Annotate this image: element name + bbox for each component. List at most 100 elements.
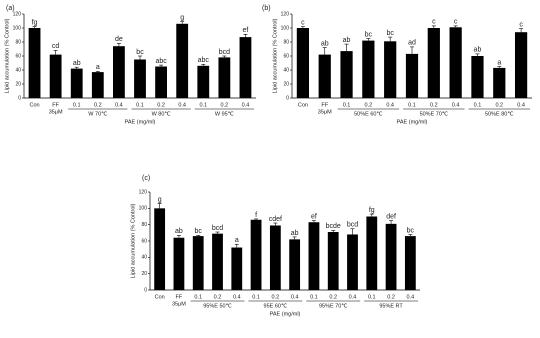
y-tick-label: 20: [141, 271, 147, 277]
x-tick-label: 0.1: [199, 102, 207, 108]
group-label: 95%E RT: [379, 303, 403, 309]
bar: [218, 57, 231, 98]
bar: [384, 41, 397, 98]
x-tick-label: 0.2: [387, 294, 395, 300]
bar: [514, 32, 528, 99]
value-label: c: [454, 19, 458, 26]
y-tick-label: 120: [139, 189, 148, 195]
y-axis-label: Lipid accumulation (% Control): [130, 203, 136, 278]
value-label: c: [519, 22, 523, 29]
x-tick-label: 35μM: [172, 301, 186, 307]
bar: [134, 59, 146, 98]
x-tick-label: 0.2: [365, 102, 373, 108]
value-label: cdef: [269, 216, 282, 223]
x-axis-label: PAE (mg/ml): [397, 119, 428, 125]
group-label: W 70℃: [88, 111, 108, 117]
value-label: c: [301, 19, 305, 26]
value-label: bcd: [347, 222, 358, 229]
group-label: W 80℃: [152, 111, 172, 117]
group-label: 95E 60℃: [264, 303, 288, 309]
value-label: de: [115, 36, 123, 43]
value-label: ef: [243, 27, 249, 34]
x-tick-label: 0.2: [495, 102, 503, 108]
x-tick-label: 0.1: [343, 102, 351, 108]
bar: [70, 68, 83, 98]
bar: [493, 67, 506, 98]
x-tick-label: 0.2: [430, 102, 438, 108]
x-tick-label: FF: [52, 102, 59, 108]
bar: [404, 236, 416, 290]
group-label: W 95℃: [215, 111, 235, 117]
value-label: bcd: [219, 49, 230, 56]
y-tick-label: 80: [141, 222, 147, 228]
y-tick-label: 40: [141, 255, 147, 261]
value-label: a: [96, 64, 100, 71]
value-label: bc: [386, 30, 394, 37]
bar: [250, 219, 262, 290]
x-tick-label: 35μM: [318, 109, 332, 115]
bar: [113, 46, 125, 98]
x-tick-label: 0.2: [94, 102, 102, 108]
y-tick-label: 60: [283, 53, 289, 59]
x-tick-label: 0.4: [407, 294, 415, 300]
x-tick-label: 0.4: [291, 294, 299, 300]
x-tick-label: FF: [176, 294, 183, 300]
y-tick-label: 0: [286, 95, 289, 101]
x-tick-label: 0.4: [115, 102, 123, 108]
y-axis-label: Lipid accumulation (% Control): [4, 18, 10, 93]
x-tick-label: 0.2: [221, 102, 229, 108]
x-tick-label: 0.1: [73, 102, 81, 108]
x-tick-label: 0.4: [233, 294, 241, 300]
y-tick-label: 0: [144, 287, 147, 293]
value-label: abc: [155, 58, 167, 65]
bar: [192, 236, 204, 290]
bar: [318, 54, 331, 98]
value-label: bc: [195, 228, 203, 235]
bar: [212, 233, 223, 290]
x-tick-label: 0.4: [386, 102, 394, 108]
value-label: ab: [73, 60, 81, 67]
x-tick-label: 0.2: [329, 294, 337, 300]
y-tick-label: 100: [281, 25, 290, 31]
y-tick-label: 40: [15, 67, 21, 73]
group-label: 50%E 70℃: [420, 111, 449, 117]
x-tick-label: 0.2: [214, 294, 222, 300]
bar: [366, 216, 378, 290]
y-tick-label: 20: [283, 81, 289, 87]
x-tick-label: 0.1: [368, 294, 376, 300]
bar: [239, 37, 252, 98]
value-label: ab: [343, 37, 351, 44]
value-label: abc: [198, 57, 210, 64]
bar: [231, 247, 243, 290]
group-label: 95%E 70℃: [319, 303, 348, 309]
bar: [176, 23, 189, 98]
y-axis-label: Lipid accumulation (% Control): [272, 18, 278, 93]
panel-title: (a): [6, 5, 15, 12]
x-tick-label: 0.2: [157, 102, 165, 108]
value-label: c: [432, 19, 436, 26]
value-label: cd: [52, 43, 60, 50]
x-tick-label: Con: [298, 102, 308, 108]
value-label: ab: [474, 47, 482, 54]
x-tick-label: Con: [155, 294, 165, 300]
value-label: g: [180, 15, 184, 22]
value-label: bcd: [212, 225, 223, 232]
x-tick-label: 0.1: [194, 294, 202, 300]
bar: [154, 208, 166, 290]
x-tick-label: 0.4: [242, 102, 250, 108]
value-label: a: [497, 59, 501, 66]
y-tick-label: 120: [13, 11, 22, 17]
value-label: def: [386, 213, 396, 220]
bar: [49, 54, 62, 98]
x-tick-label: 0.4: [452, 102, 460, 108]
value-label: g: [158, 196, 162, 203]
x-tick-label: 0.2: [272, 294, 280, 300]
bar: [449, 27, 462, 98]
y-tick-label: 0: [18, 95, 21, 101]
bar: [471, 56, 484, 98]
bar: [28, 28, 41, 98]
x-tick-label: 35μM: [49, 109, 63, 115]
group-label: 50%E 60℃: [354, 111, 383, 117]
x-tick-label: 0.1: [136, 102, 144, 108]
